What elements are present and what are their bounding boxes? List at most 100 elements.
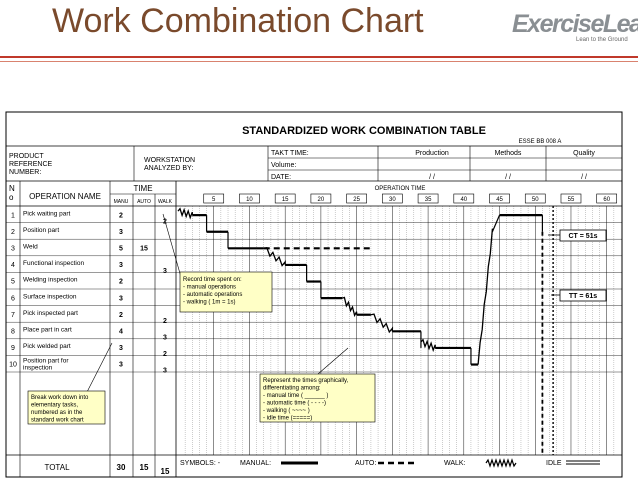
operation-time-header: OPERATION TIME bbox=[375, 186, 426, 192]
symbol-walk-line bbox=[485, 458, 517, 468]
approval-methods: Methods bbox=[495, 150, 522, 157]
symbol-auto-label: AUTO: bbox=[355, 460, 376, 467]
col-manual-header: MANU bbox=[114, 199, 129, 205]
row-number: 5 bbox=[11, 279, 15, 286]
operation-row: 5 Welding inspection 2 bbox=[11, 277, 123, 286]
row-manual-time: 3 bbox=[119, 262, 123, 269]
scale-box bbox=[310, 193, 332, 204]
row-operation-name: Pick inspected part bbox=[23, 310, 78, 317]
row-manual-time: 3 bbox=[119, 229, 123, 236]
row-manual-time: 3 bbox=[119, 362, 123, 369]
ct-label: CT = 51s bbox=[569, 233, 598, 240]
operation-row: 2 Position part 3 bbox=[11, 227, 123, 236]
col-time-header: TIME bbox=[133, 184, 152, 193]
row-walk-time: 2 bbox=[163, 318, 167, 325]
scale-box bbox=[417, 193, 439, 204]
row-operation-name: Surface inspection bbox=[23, 293, 77, 300]
sheet-ref-note: ESSE BB 008 A bbox=[519, 139, 562, 145]
walk-segment bbox=[370, 313, 394, 334]
col-operation-header: OPERATION NAME bbox=[29, 192, 101, 201]
scale-label: 40 bbox=[460, 197, 467, 203]
callout-represent-text: Represent the times graphically, differen… bbox=[263, 378, 349, 422]
row-walk-time: 2 bbox=[163, 351, 167, 358]
row-manual-time: 5 bbox=[119, 246, 123, 253]
takt-time-label: TAKT TIME: bbox=[271, 150, 309, 157]
approval-production: Production bbox=[415, 150, 449, 157]
symbols-label: SYMBOLS: - bbox=[180, 460, 221, 467]
walk-segment bbox=[477, 228, 494, 365]
row-walk-time: 3 bbox=[163, 268, 167, 275]
col-auto-header: AUTO bbox=[137, 199, 151, 205]
row-number: 1 bbox=[11, 212, 15, 219]
row-number: 8 bbox=[11, 329, 15, 336]
scale-label: 5 bbox=[212, 197, 216, 203]
scale-box bbox=[346, 193, 367, 204]
callout-breakdown-text: Break work down into elementary tasks, num… bbox=[31, 395, 89, 424]
row-manual-time: 2 bbox=[119, 279, 123, 286]
title-rule-thin bbox=[0, 61, 638, 62]
title-rule bbox=[0, 56, 638, 58]
walk-segment bbox=[263, 246, 286, 267]
time-graph bbox=[177, 206, 554, 455]
product-reference-label: PRODUCT REFERENCE NUMBER: bbox=[9, 153, 53, 176]
row-manual-time: 2 bbox=[119, 212, 123, 219]
symbol-walk-label: WALK: bbox=[444, 460, 466, 467]
scale-label: 60 bbox=[603, 197, 610, 203]
scale-box bbox=[560, 193, 582, 204]
scale-box bbox=[382, 193, 403, 204]
row-number: 7 bbox=[11, 312, 15, 319]
logo-tagline: Lean to the Ground bbox=[576, 37, 628, 43]
row-operation-name: Weld bbox=[23, 244, 38, 251]
scale-label: 45 bbox=[496, 197, 503, 203]
row-number: 3 bbox=[11, 246, 15, 253]
symbol-manual-label: MANUAL: bbox=[240, 460, 271, 467]
row-manual-time: 3 bbox=[119, 345, 123, 352]
row-manual-time: 4 bbox=[119, 329, 123, 336]
scale-box bbox=[239, 193, 260, 204]
volume-label: Volume: bbox=[271, 162, 296, 169]
row-manual-time: 3 bbox=[119, 295, 123, 302]
operation-row: 3 Weld 5 15 bbox=[11, 244, 148, 253]
ct-marker: CT = 51s bbox=[548, 229, 607, 242]
workstation-label: WORKSTATION ANALYZED BY: bbox=[144, 157, 195, 172]
row-number: 10 bbox=[9, 362, 17, 369]
scale-box bbox=[274, 193, 296, 204]
scale-label: 20 bbox=[318, 197, 325, 203]
time-scale: 5 10 15 20 25 30 35 40 45 50 55 60 bbox=[203, 193, 618, 204]
approval-date-methods: / / bbox=[505, 174, 511, 181]
approval-date-production: / / bbox=[429, 174, 435, 181]
operation-rows: 1 Pick waiting part 2 2 2 Position part 3 3 Weld… bbox=[6, 210, 622, 375]
row-operation-name: Pick welded part bbox=[23, 343, 71, 350]
row-operation-name: Place part in cart bbox=[23, 327, 72, 334]
symbol-idle-label: IDLE bbox=[546, 460, 562, 467]
operation-row: 9 Pick welded part 3 2 bbox=[11, 343, 167, 358]
row-number: 4 bbox=[11, 262, 15, 269]
tt-label: TT = 61s bbox=[569, 293, 597, 300]
scale-box bbox=[203, 193, 225, 204]
scale-label: 55 bbox=[568, 197, 575, 203]
scale-box bbox=[524, 193, 546, 204]
row-manual-time: 2 bbox=[119, 312, 123, 319]
scale-label: 15 bbox=[282, 197, 289, 203]
row-number: 2 bbox=[11, 229, 15, 236]
walk-segment bbox=[420, 338, 436, 353]
operation-row: 10 Position part for inspection 3 3 bbox=[9, 357, 167, 374]
callout-record-text: Record time spent on: - manual operations… bbox=[183, 277, 242, 306]
walk-segment bbox=[177, 207, 193, 220]
row-operation-name: Functional inspection bbox=[23, 260, 84, 267]
tt-marker: TT = 61s bbox=[551, 289, 607, 302]
row-operation-name: Position part for inspection bbox=[23, 357, 69, 371]
callout-record-times: Record time spent on: - manual operations… bbox=[162, 213, 273, 313]
scale-label: 35 bbox=[425, 197, 432, 203]
total-auto: 15 bbox=[140, 463, 149, 472]
scale-box bbox=[453, 193, 475, 204]
row-walk-time: 3 bbox=[163, 335, 167, 342]
scale-box bbox=[596, 193, 618, 204]
callout-breakdown: Break work down into elementary tasks, num… bbox=[27, 342, 113, 425]
scale-label: 25 bbox=[353, 197, 360, 203]
approval-date-quality: / / bbox=[581, 174, 587, 181]
row-number: 6 bbox=[11, 295, 15, 302]
operation-row: 6 Surface inspection 3 bbox=[11, 293, 123, 302]
